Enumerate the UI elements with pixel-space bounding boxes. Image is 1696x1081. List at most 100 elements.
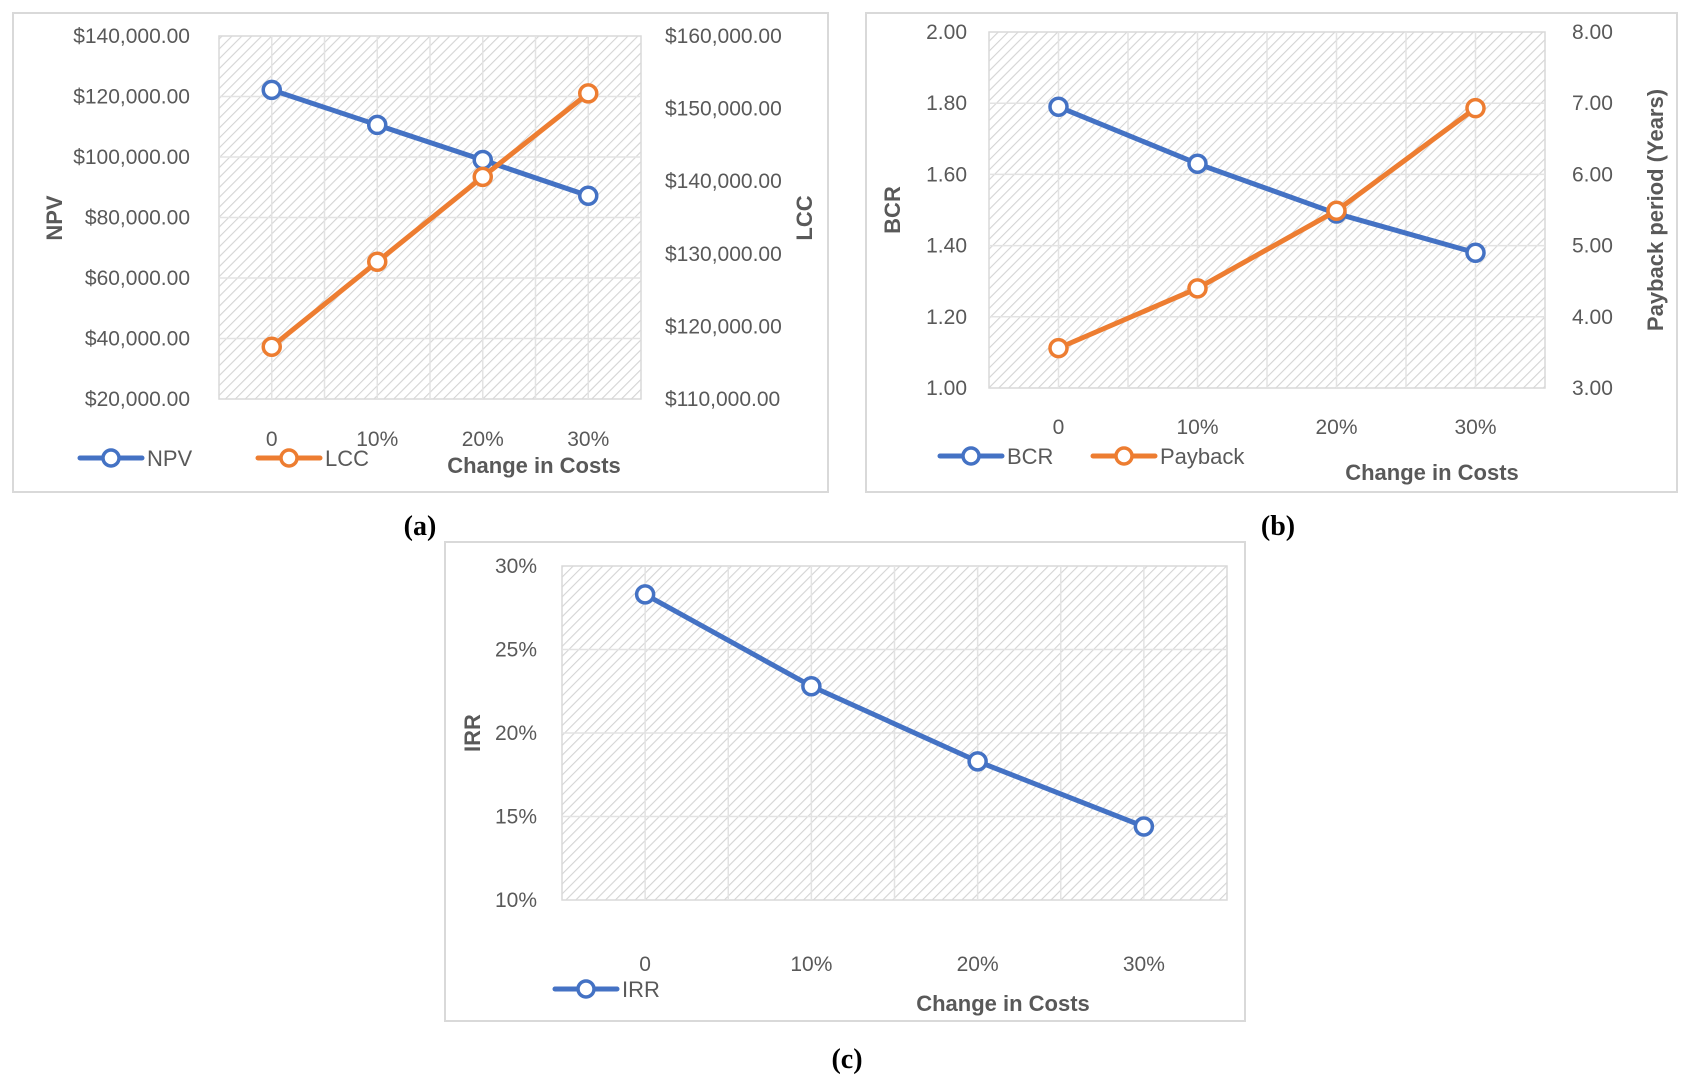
data-point-irr [1133, 816, 1155, 837]
y-tick-label: $140,000.00 [73, 25, 190, 48]
y2-axis-ticks-b: 3.00 4.00 5.00 6.00 7.00 8.00 [1572, 21, 1613, 400]
y2-tick-label: $150,000.00 [665, 98, 782, 121]
x-tick-label: 20% [462, 428, 504, 451]
y-tick-label: 1.00 [926, 377, 967, 400]
y2-axis-title-b: Payback period (Years) [1643, 89, 1668, 331]
legend-label: IRR [622, 977, 660, 1002]
x-tick-label: 30% [1123, 953, 1165, 976]
y-tick-label: 1.40 [926, 235, 967, 258]
data-point-npv [261, 79, 282, 101]
y-tick-label: $80,000.00 [85, 207, 190, 230]
y2-tick-label: $110,000.00 [665, 388, 780, 411]
data-point-lcc [261, 336, 282, 357]
y-tick-label: 25% [495, 639, 537, 662]
data-point-bcr [1187, 153, 1208, 174]
chart-panel-c: 10% 15% 20% 25% 30% 0 10% 20% 30% IRR Change in… [444, 541, 1246, 1022]
x-tick-label: 0 [1053, 416, 1065, 439]
y2-tick-label: 4.00 [1572, 306, 1613, 329]
legend-item-payback: Payback [1090, 444, 1245, 469]
y2-tick-label: 6.00 [1572, 163, 1613, 186]
x-tick-label: 0 [639, 953, 651, 976]
y-tick-label: 10% [495, 889, 537, 912]
x-tick-label: 30% [1454, 416, 1496, 439]
y-tick-label: 30% [495, 555, 537, 578]
data-point-lcc [472, 166, 493, 188]
legend-item-irr: IRR [552, 977, 660, 1002]
legend-marker-icon [101, 448, 121, 468]
data-point-payback [1465, 97, 1486, 119]
data-point-npv [367, 114, 388, 136]
data-point-lcc [578, 83, 599, 104]
legend-marker-icon [576, 979, 596, 999]
series-line-npv [270, 87, 590, 199]
legend-a: NPV LCC [77, 446, 369, 471]
x-axis-ticks-b: 0 10% 20% 30% [1053, 416, 1497, 439]
data-point-bcr [1048, 96, 1069, 118]
x-tick-label: 10% [1176, 416, 1218, 439]
y-tick-label: 2.00 [926, 21, 967, 44]
y2-tick-label: 5.00 [1572, 235, 1613, 258]
y-tick-label: $20,000.00 [85, 388, 190, 411]
y-axis-title-c: IRR [460, 714, 485, 752]
data-point-payback [1326, 200, 1347, 221]
legend-marker-icon [1114, 446, 1134, 466]
series-line-irr [643, 592, 1145, 829]
x-tick-label: 20% [1315, 416, 1357, 439]
y-tick-label: 1.60 [926, 163, 967, 186]
legend-marker-icon [961, 446, 981, 466]
y2-tick-label: 3.00 [1572, 377, 1613, 400]
data-point-payback [1187, 278, 1208, 299]
y-tick-label: 20% [495, 722, 537, 745]
data-point-payback [1048, 337, 1069, 359]
data-point-npv [578, 185, 599, 206]
y2-tick-label: $140,000.00 [665, 170, 782, 193]
caption-b: (b) [1261, 511, 1295, 542]
y2-tick-label: $160,000.00 [665, 25, 782, 48]
data-point-irr [967, 751, 988, 772]
legend-b: BCR Payback [937, 444, 1245, 469]
legend-item-npv: NPV [77, 446, 193, 471]
legend-label: NPV [147, 446, 193, 471]
y-tick-label: 1.80 [926, 92, 967, 115]
x-tick-label: 20% [957, 953, 999, 976]
y2-tick-label: 8.00 [1572, 21, 1613, 44]
series-c [634, 584, 1155, 837]
y-tick-label: $120,000.00 [73, 86, 190, 109]
legend-label: Payback [1160, 444, 1245, 469]
y-axis-title-b: BCR [880, 186, 905, 234]
legend-label: LCC [325, 446, 369, 471]
x-tick-label: 10% [790, 953, 832, 976]
data-point-irr [801, 675, 822, 697]
legend-item-lcc: LCC [255, 446, 369, 471]
y-tick-label: $100,000.00 [73, 146, 190, 169]
x-tick-label: 30% [567, 428, 609, 451]
y-tick-label: $60,000.00 [85, 267, 190, 290]
legend-marker-icon [279, 448, 299, 468]
y-axis-ticks-c: 10% 15% 20% 25% 30% [495, 555, 537, 912]
x-tick-label: 10% [356, 428, 398, 451]
x-axis-ticks-a: 0 10% 20% 30% [266, 428, 609, 451]
x-axis-title-b: Change in Costs [1345, 460, 1519, 485]
y-axis-title-a: NPV [42, 195, 67, 241]
y2-tick-label: $130,000.00 [665, 243, 782, 266]
y2-tick-label: $120,000.00 [665, 315, 782, 338]
y-axis-ticks-b: 1.00 1.20 1.40 1.60 1.80 2.00 [926, 21, 967, 400]
legend-item-bcr: BCR [937, 444, 1053, 469]
data-point-irr [634, 584, 656, 605]
chart-panel-a: $20,000.00 $40,000.00 $60,000.00 $80,000.00… [12, 12, 829, 493]
x-tick-label: 0 [266, 428, 278, 451]
y2-axis-title-a: LCC [792, 195, 817, 240]
legend-label: BCR [1007, 444, 1053, 469]
series-line-lcc [270, 91, 590, 349]
y2-axis-ticks-a: $110,000.00 $120,000.00 $130,000.00 $140,00… [665, 25, 782, 411]
caption-c: (c) [831, 1044, 862, 1075]
data-point-npv [472, 149, 493, 171]
series-line-bcr [1057, 104, 1477, 256]
chart-panel-b: 1.00 1.20 1.40 1.60 1.80 2.00 3.00 4.00 5.00 6.0… [865, 12, 1678, 493]
x-axis-title-c: Change in Costs [916, 991, 1090, 1016]
series-line-payback [1057, 106, 1477, 351]
legend-c: IRR [552, 977, 660, 1002]
y-tick-label: 15% [495, 806, 537, 829]
y2-tick-label: 7.00 [1572, 92, 1613, 115]
